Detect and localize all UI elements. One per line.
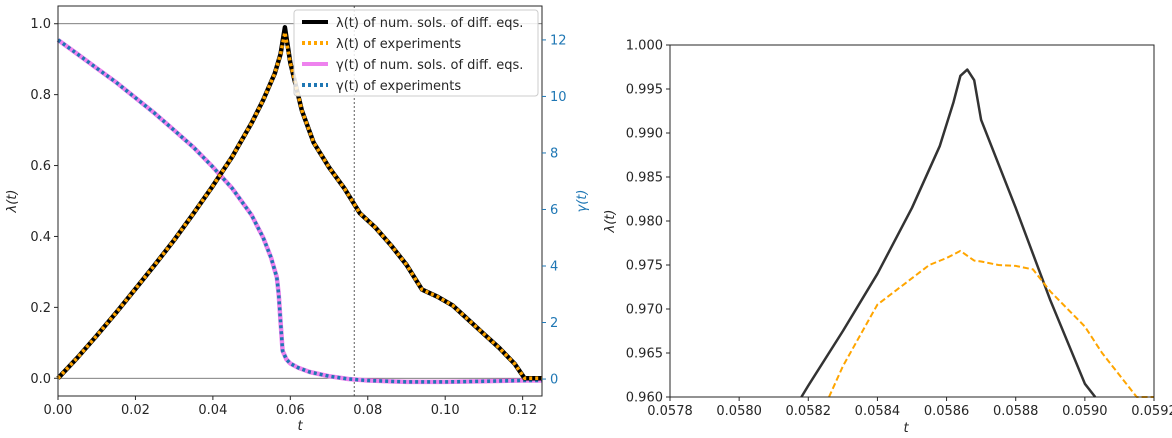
left-y-tick-label-4: 0.8 — [30, 88, 51, 103]
right-y-ticks: 0.960 0.965 0.970 0.975 0.980 0.985 0.990 0.995… — [626, 39, 670, 406]
legend-box — [293, 9, 539, 97]
left-x-axis-label: t — [297, 419, 303, 434]
left-series-exp-gamma — [56, 38, 542, 384]
right-series-num-lambda — [800, 68, 1097, 398]
left-chart: 0.00 0.02 0.04 0.06 0.08 0.10 0.12 0.00.20.40.… — [5, 5, 590, 434]
left-y2-tick-label-4: 8 — [550, 146, 558, 161]
left-y2-tick-label-2: 4 — [550, 260, 558, 275]
left-y2-tick-label-6: 12 — [550, 33, 567, 48]
right-y-tick-label-7: 0.995 — [626, 83, 663, 98]
right-series-exp-lambda — [828, 249, 1154, 398]
legend-label-num-lambda: λ(t) of num. sols. of diff. eqs. — [336, 16, 523, 31]
right-x-tick-label-4: 0.0586 — [924, 404, 970, 419]
right-x-tick-label-5: 0.0588 — [993, 404, 1039, 419]
right-chart: 0.0578 0.0580 0.0582 0.0584 0.0586 0.0588 0.05… — [603, 39, 1172, 437]
left-x-tick-label-6: 0.12 — [508, 403, 537, 418]
right-y-tick-label-6: 0.990 — [626, 127, 663, 142]
left-y-tick-label-2: 0.4 — [30, 230, 51, 245]
right-x-tick-label-2: 0.0582 — [786, 404, 832, 419]
left-series-layer — [56, 25, 542, 385]
left-x-tick-label-1: 0.02 — [121, 403, 150, 418]
right-y-tick-label-1: 0.965 — [626, 347, 663, 362]
right-x-tick-label-7: 0.0592 — [1131, 404, 1172, 419]
right-y-axis-label: λ(t) — [603, 210, 618, 234]
left-y-ticks: 0.0 0.2 0.4 0.6 0.8 1.0 — [30, 17, 58, 387]
left-y-axis-label: λ(t) — [5, 190, 20, 214]
left-plot-border — [57, 5, 543, 397]
left-x-tick-label-2: 0.04 — [198, 403, 227, 418]
left-x-tick-label-4: 0.08 — [353, 403, 382, 418]
right-x-tick-label-0: 0.0578 — [647, 404, 693, 419]
right-x-tick-label-6: 0.0590 — [1062, 404, 1108, 419]
right-series-layer — [800, 68, 1154, 398]
left-y2-tick-label-3: 6 — [550, 203, 558, 218]
right-y-tick-label-8: 1.000 — [626, 39, 663, 54]
left-series-exp-lambda — [56, 30, 542, 381]
left-y2-tick-label-1: 2 — [550, 316, 558, 331]
left-y2-axis-label: γ(t) — [575, 190, 590, 213]
left-y2-tick-label-0: 0 — [550, 373, 558, 388]
left-y-tick-label-0: 0.0 — [30, 372, 51, 387]
right-x-axis-label: t — [903, 421, 909, 436]
left-y2-ticks: 0 2 4 6 8 10 12 — [542, 33, 567, 388]
right-plot-frame — [670, 45, 1154, 397]
left-x-tick-label-3: 0.06 — [276, 403, 305, 418]
right-y-tick-label-2: 0.970 — [626, 303, 663, 318]
left-y-tick-label-3: 0.6 — [30, 159, 51, 174]
left-x-tick-label-5: 0.10 — [431, 403, 460, 418]
right-x-ticks: 0.0578 0.0580 0.0582 0.0584 0.0586 0.0588 0.05… — [647, 397, 1172, 419]
legend: λ(t) of num. sols. of diff. eqs. λ(t) of… — [293, 9, 539, 97]
right-y-tick-label-4: 0.980 — [626, 215, 663, 230]
right-x-tick-label-3: 0.0584 — [855, 404, 901, 419]
right-y-tick-label-0: 0.960 — [626, 391, 663, 406]
left-x-tick-label-0: 0.00 — [44, 403, 73, 418]
legend-label-num-gamma: γ(t) of num. sols. of diff. eqs. — [336, 58, 523, 73]
right-y-tick-label-5: 0.985 — [626, 171, 663, 186]
left-x-ticks: 0.00 0.02 0.04 0.06 0.08 0.10 0.12 — [44, 396, 537, 418]
left-y-tick-label-5: 1.0 — [30, 17, 51, 32]
right-x-tick-label-1: 0.0580 — [716, 404, 762, 419]
right-y-tick-label-3: 0.975 — [626, 259, 663, 274]
legend-label-exp-gamma: γ(t) of experiments — [336, 79, 461, 94]
left-y-tick-label-1: 0.2 — [30, 301, 51, 316]
left-y2-tick-label-5: 10 — [550, 90, 567, 105]
legend-label-exp-lambda: λ(t) of experiments — [336, 37, 461, 52]
